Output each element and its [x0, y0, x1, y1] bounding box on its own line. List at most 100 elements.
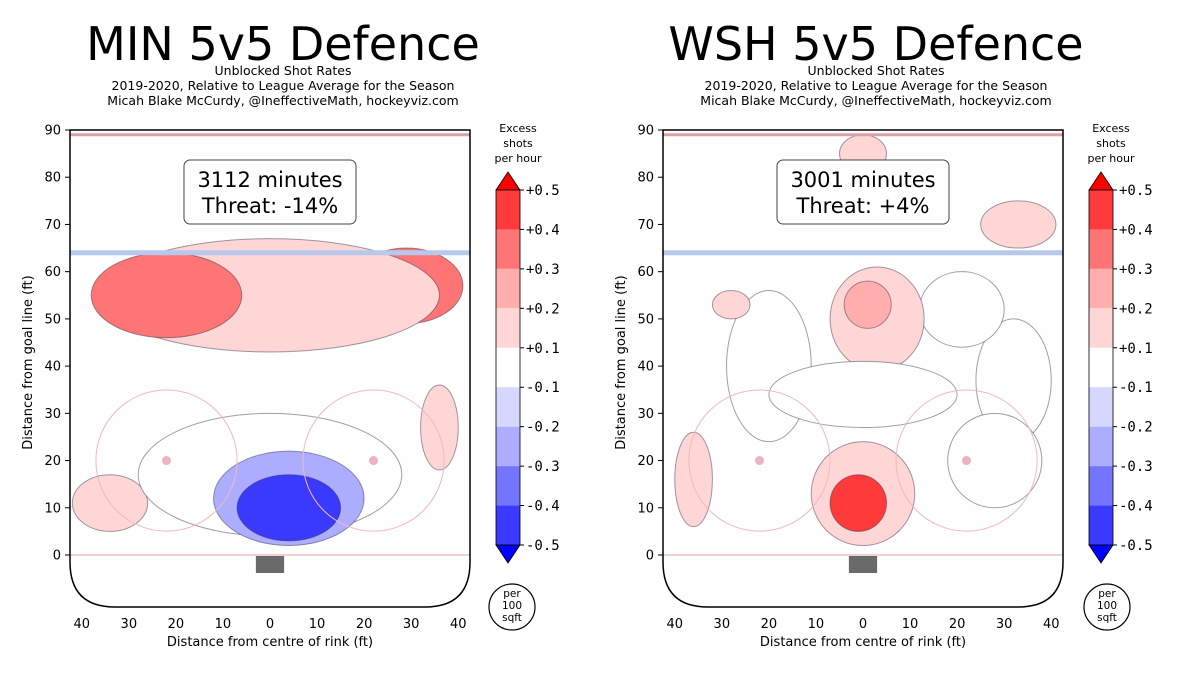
colorbar-segment [496, 466, 520, 506]
colorbar-label: +0.1 [526, 341, 560, 357]
annotation-box [776, 159, 950, 225]
colorbar-label: +0.2 [526, 301, 560, 317]
x-axis-label: Distance from centre of rink (ft) [760, 635, 966, 650]
colorbar-extend-bottom [495, 544, 521, 564]
annotation-line: 3112 minutes [197, 168, 342, 192]
chart-title: MIN 5v5 Defence [86, 17, 480, 71]
heatmap-region [768, 360, 958, 429]
colorbar-frame [495, 189, 521, 546]
colorbar-frame [1088, 189, 1114, 546]
chart-title: WSH 5v5 Defence [668, 17, 1083, 71]
annotation-line: Threat: +4% [796, 194, 930, 218]
colorbar-label: -0.4 [1119, 499, 1153, 515]
unit-badge [488, 583, 536, 631]
heatmap-region [980, 200, 1057, 249]
y-tick-label: 20 [637, 454, 654, 469]
x-tick-label: 20 [949, 617, 966, 632]
y-tick-label: 30 [637, 407, 654, 422]
x-tick-label: 0 [859, 617, 867, 632]
colorbar-extend-top [495, 171, 521, 191]
chart-subtitle-line: Unblocked Shot Rates [215, 63, 352, 78]
colorbar-extend-top [1088, 171, 1114, 191]
x-tick-label: 30 [121, 617, 138, 632]
x-tick-label: 40 [73, 617, 90, 632]
faceoff-circle [302, 389, 445, 532]
y-tick-label: 0 [53, 549, 61, 564]
x-tick-label: 10 [808, 617, 825, 632]
colorbar-label: +0.2 [1119, 301, 1153, 317]
unit-badge-line: sqft [502, 612, 522, 624]
colorbar-label: -0.2 [1119, 420, 1153, 436]
colorbar-segment [496, 387, 520, 427]
unit-badge-line: 100 [502, 600, 522, 612]
colorbar-segment [496, 308, 520, 348]
y-tick-label: 40 [44, 360, 61, 375]
y-tick-label: 20 [44, 454, 61, 469]
goal-net [848, 556, 878, 573]
colorbar-segment [1089, 190, 1113, 230]
chart-subtitle-line: Micah Blake McCurdy, @IneffectiveMath, h… [107, 93, 458, 108]
rink-boards [662, 129, 1064, 608]
chart-subtitle-line: 2019-2020, Relative to League Average fo… [705, 78, 1048, 93]
heatmap-region [918, 271, 1005, 348]
chart-subtitle-line: Unblocked Shot Rates [808, 63, 945, 78]
unit-badge-line: 100 [1097, 600, 1117, 612]
chart-subtitle-line: Micah Blake McCurdy, @IneffectiveMath, h… [700, 93, 1051, 108]
heatmap-region [90, 252, 243, 339]
colorbar-label: -0.5 [1119, 538, 1153, 554]
colorbar-segment [1089, 308, 1113, 348]
unit-badge [1083, 583, 1131, 631]
heatmap-region [947, 412, 1043, 509]
colorbar-extend-bottom [1088, 544, 1114, 564]
heatmap-region [829, 474, 888, 532]
colorbar-segment [1089, 268, 1113, 309]
colorbar-label: +0.4 [1119, 222, 1153, 238]
faceoff-dot [369, 456, 379, 466]
colorbar-title-line: Excess [499, 122, 537, 135]
y-tick-label: 40 [637, 360, 654, 375]
x-tick-label: 40 [666, 617, 683, 632]
colorbar-label: -0.5 [526, 538, 560, 554]
y-tick-label: 50 [637, 312, 654, 327]
colorbar: Excess shots per hour +0.5 +0.4 +0.3 +0.2 +0.1 -… [488, 122, 560, 631]
colorbar-segment [496, 268, 520, 309]
y-axis-label: Distance from goal line (ft) [21, 275, 36, 449]
heatmap-region [420, 384, 459, 471]
heatmap-region [674, 431, 713, 528]
x-tick-label: 0 [266, 617, 274, 632]
y-tick-label: 90 [44, 124, 61, 139]
colorbar-title-line: shots [1096, 137, 1126, 150]
colorbar-segment [1089, 387, 1113, 427]
colorbar-label: +0.5 [526, 183, 560, 199]
unit-badge-line: per [503, 588, 521, 600]
x-tick-label: 10 [902, 617, 919, 632]
annotation-line: Threat: -14% [201, 194, 338, 218]
y-tick-label: 70 [44, 218, 61, 233]
colorbar-segment [1089, 466, 1113, 506]
x-tick-label: 20 [356, 617, 373, 632]
y-tick-label: 10 [637, 501, 654, 516]
colorbar-title-line: per hour [1088, 152, 1135, 165]
faceoff-dot [754, 456, 764, 466]
heatmap-layer [674, 134, 1057, 547]
colorbar-label: +0.1 [1119, 341, 1153, 357]
y-axis-label: Distance from goal line (ft) [614, 275, 629, 449]
x-tick-label: 20 [168, 617, 185, 632]
chart-subtitle-line: 2019-2020, Relative to League Average fo… [112, 78, 455, 93]
y-tick-label: 70 [637, 218, 654, 233]
colorbar-label: -0.3 [526, 459, 560, 475]
y-tick-label: 80 [44, 171, 61, 186]
faceoff-dot [161, 456, 171, 466]
x-tick-label: 30 [403, 617, 420, 632]
colorbar: Excess shots per hour +0.5 +0.4 +0.3 +0.2 +0.1 -… [1083, 122, 1153, 631]
annotation-line: 3001 minutes [790, 168, 935, 192]
annotation-box [183, 159, 357, 225]
colorbar-label: -0.3 [1119, 459, 1153, 475]
colorbar-segment [1089, 229, 1113, 269]
x-tick-label: 20 [761, 617, 778, 632]
heatmap-layer [71, 238, 464, 547]
colorbar-label: -0.1 [1119, 380, 1153, 396]
rink-boards [69, 129, 471, 608]
y-tick-label: 60 [637, 265, 654, 280]
